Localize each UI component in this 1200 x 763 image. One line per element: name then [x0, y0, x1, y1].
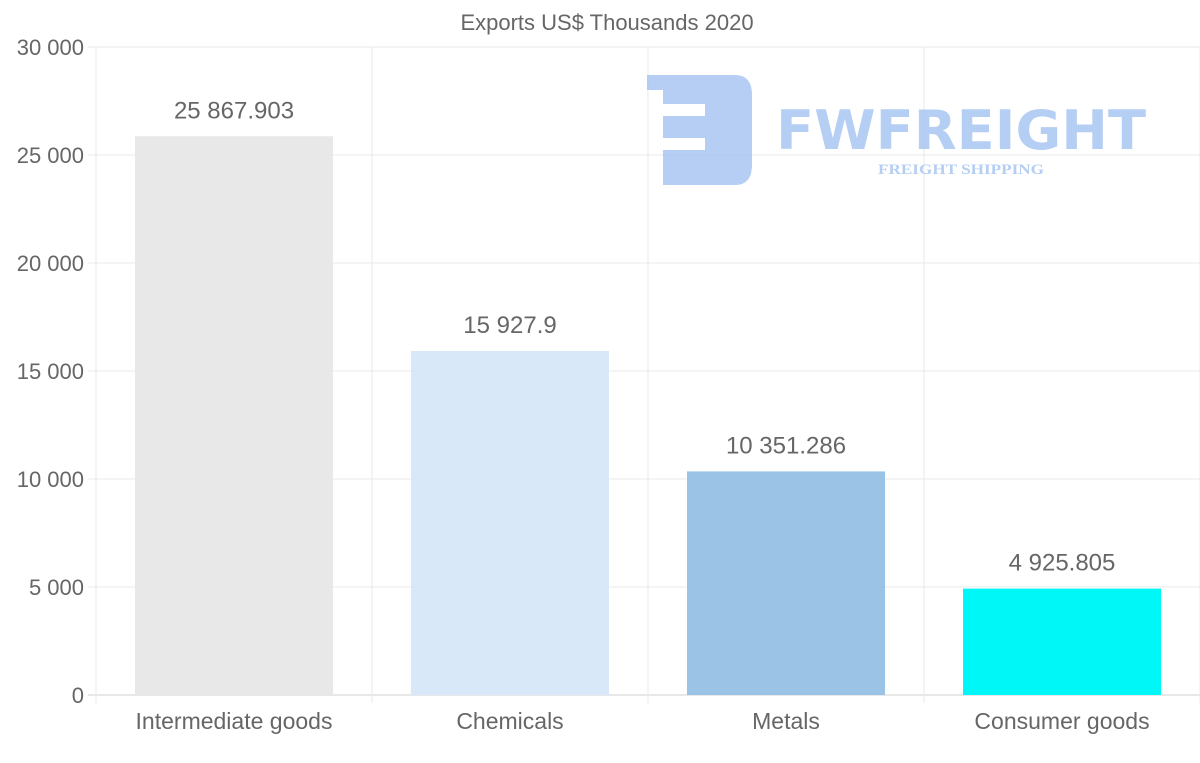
bar-intermediate-goods: [135, 136, 333, 695]
bar-chemicals: [411, 350, 609, 695]
fwfreight-logo-watermark: FWFREIGHT FREIGHT SHIPPING: [647, 75, 1146, 185]
data-label: 15 927.9: [463, 312, 556, 339]
svg-text:FWFREIGHT: FWFREIGHT: [776, 99, 1146, 162]
y-tick-label: 5 000: [29, 575, 84, 600]
data-label: 4 925.805: [1009, 550, 1116, 577]
bar-metals: [687, 471, 885, 695]
chart-title: Exports US$ Thousands 2020: [460, 10, 753, 35]
y-tick-label: 25 000: [17, 143, 84, 168]
x-tick-label: Intermediate goods: [136, 708, 333, 734]
bar-consumer-goods: [963, 588, 1161, 695]
y-tick-label: 15 000: [17, 359, 84, 384]
svg-text:FREIGHT SHIPPING: FREIGHT SHIPPING: [878, 162, 1044, 178]
data-label: 10 351.286: [726, 432, 846, 459]
y-tick-label: 10 000: [17, 467, 84, 492]
y-tick-label: 0: [72, 683, 84, 708]
x-tick-label: Chemicals: [456, 708, 563, 734]
y-tick-label: 30 000: [17, 35, 84, 60]
x-tick-label: Consumer goods: [974, 708, 1149, 734]
y-tick-label: 20 000: [17, 251, 84, 276]
data-label: 25 867.903: [174, 97, 294, 124]
logo-mark-icon: [647, 75, 752, 185]
bars: [135, 136, 1161, 695]
labels: 0 5 000 10 000 15 000 20 000 25 000 30 000 25 8…: [17, 35, 1150, 734]
x-tick-label: Metals: [752, 708, 820, 734]
